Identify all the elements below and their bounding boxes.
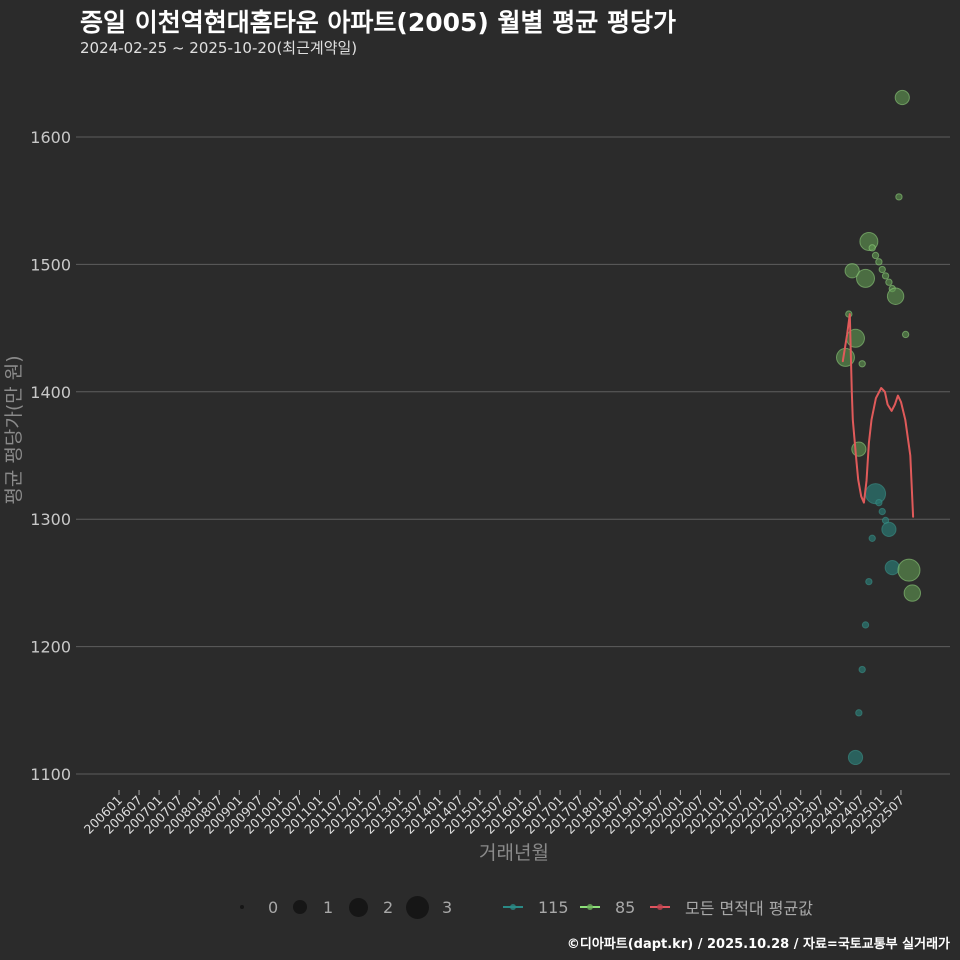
data-point	[884, 560, 900, 576]
legend-size-0: 0	[240, 892, 278, 922]
legend-series-115: 115	[503, 892, 569, 922]
legend-size-3: 3	[406, 892, 452, 922]
y-tick-label: 1300	[30, 510, 71, 529]
data-point	[868, 534, 876, 542]
y-tick-label: 1500	[30, 255, 71, 274]
legend-size-2: 2	[349, 892, 393, 922]
data-point	[897, 558, 921, 582]
series-85-points	[835, 89, 922, 602]
legend-series-85: 85	[580, 892, 635, 922]
legend-size-label: 1	[323, 897, 334, 917]
y-tick-label: 1600	[30, 128, 71, 147]
grid-lines	[76, 136, 950, 775]
data-point	[903, 584, 922, 602]
data-point	[871, 251, 880, 260]
data-point	[856, 268, 876, 288]
data-point	[861, 621, 870, 629]
legend: 0 1 2 3 115 85 모든 면적대 평균값	[0, 892, 960, 922]
data-point	[881, 521, 897, 537]
data-point	[851, 441, 867, 457]
x-axis-ticks: 2006012006072007012007072008012008072009…	[81, 790, 907, 837]
size-circle-icon	[240, 905, 244, 909]
legend-series-label: 모든 면적대 평균값	[685, 899, 813, 918]
series-115-points	[847, 483, 900, 766]
size-circle-icon	[293, 900, 307, 914]
chart-subtitle: 2024-02-25 ~ 2025-10-20(최근계약일)	[80, 39, 358, 57]
x-axis-title: 거래년월	[479, 842, 549, 864]
y-tick-label: 1100	[30, 765, 71, 784]
legend-size-label: 2	[383, 897, 394, 917]
data-point	[868, 244, 876, 252]
legend-size-label: 3	[442, 897, 453, 917]
legend-size-1: 1	[293, 892, 333, 922]
series-average-line	[841, 313, 915, 518]
data-point	[865, 577, 873, 586]
data-point	[855, 709, 863, 717]
data-point	[901, 330, 910, 339]
red-line-icon	[650, 904, 670, 910]
average-price-line	[841, 313, 915, 518]
size-circle-icon	[406, 895, 429, 919]
teal-line-icon	[503, 904, 523, 910]
legend-series-label: 85	[615, 897, 636, 917]
data-point	[858, 665, 866, 674]
data-point	[875, 498, 883, 507]
green-line-icon	[580, 904, 600, 910]
data-point	[878, 265, 886, 274]
data-point	[844, 263, 860, 279]
y-axis-title: 평균 평당가(만 원)	[3, 355, 25, 504]
legend-size-label: 0	[268, 897, 279, 917]
data-point	[858, 360, 866, 368]
data-point	[886, 287, 905, 305]
chart-title: 증일 이천역현대홈타운 아파트(2005) 월별 평균 평당가	[80, 8, 676, 37]
data-point	[885, 278, 893, 286]
size-circle-icon	[349, 897, 368, 917]
data-point	[847, 749, 864, 766]
data-point	[875, 258, 883, 266]
data-point	[895, 193, 903, 201]
data-point	[865, 483, 887, 505]
footer-credit: ©디아파트(dapt.kr) / 2025.10.28 / 자료=국토교통부 실…	[566, 937, 950, 952]
data-point	[878, 507, 886, 516]
data-point	[894, 89, 910, 106]
data-point	[846, 328, 865, 348]
legend-series-label: 115	[538, 897, 569, 917]
legend-series-average: 모든 면적대 평균값	[650, 892, 813, 922]
y-tick-label: 1400	[30, 383, 71, 402]
data-point	[881, 272, 890, 280]
y-axis-ticks: 1100 1200 1300 1400 1500 1600	[30, 128, 71, 784]
y-tick-label: 1200	[30, 638, 71, 657]
